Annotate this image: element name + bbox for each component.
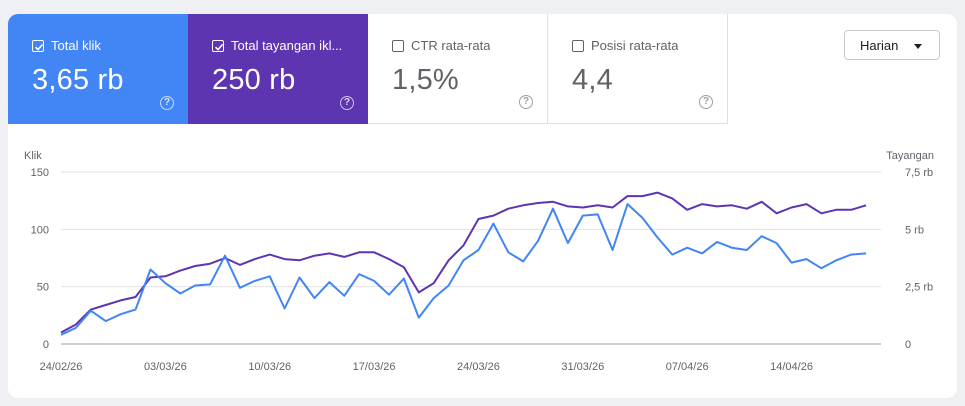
x-axis-tick-label: 31/03/26 xyxy=(561,361,604,373)
right-axis-tick-label: 0 xyxy=(905,339,911,351)
right-axis-tick-label: 7,5 rb xyxy=(905,167,933,179)
left-axis-tick-label: 150 xyxy=(31,167,49,179)
performance-card: Total klik 3,65 rb ? Total tayangan ikl.… xyxy=(8,14,957,398)
left-axis-tick-label: 0 xyxy=(43,339,49,351)
metric-tile-average-position[interactable]: Posisi rata-rata 4,4 ? xyxy=(548,14,728,124)
series-line-total-impressions xyxy=(60,191,867,334)
right-axis-tick-label: 5 rb xyxy=(905,224,924,236)
right-axis-title: Tayangan xyxy=(886,150,934,162)
help-icon[interactable]: ? xyxy=(519,95,533,109)
metric-tile-average-ctr[interactable]: CTR rata-rata 1,5% ? xyxy=(368,14,548,124)
metric-tiles: Total klik 3,65 rb ? Total tayangan ikl.… xyxy=(8,14,728,124)
series-line-total-clicks xyxy=(60,203,867,336)
chart-gridlines xyxy=(61,171,881,345)
period-dropdown-value: Harian xyxy=(860,37,899,53)
right-axis-tick-label: 2,5 rb xyxy=(905,282,933,294)
metric-value: 3,65 rb xyxy=(32,64,124,96)
checkbox-icon[interactable] xyxy=(392,39,404,52)
x-axis-tick-label: 03/03/26 xyxy=(144,361,187,373)
x-axis-tick-label: 24/03/26 xyxy=(457,361,500,373)
performance-chart: Klik Tayangan 0 50 100 150 0 2,5 rb 5 rb 7,5 r… xyxy=(24,150,934,373)
x-axis-tick-label: 14/04/26 xyxy=(770,361,813,373)
metric-value: 250 rb xyxy=(212,64,296,96)
left-axis-tick-label: 50 xyxy=(37,282,49,294)
checkbox-icon[interactable] xyxy=(32,39,44,52)
metric-value: 4,4 xyxy=(572,64,613,96)
left-axis-title: Klik xyxy=(24,150,42,162)
help-icon[interactable]: ? xyxy=(340,96,354,110)
checkbox-icon[interactable] xyxy=(572,39,584,52)
metric-tile-total-impressions[interactable]: Total tayangan ikl... 250 rb ? xyxy=(188,14,368,124)
metric-value: 1,5% xyxy=(392,64,459,96)
x-axis-tick-label: 07/04/26 xyxy=(666,361,709,373)
help-icon[interactable]: ? xyxy=(699,95,713,109)
x-axis-tick-label: 24/02/26 xyxy=(40,361,83,373)
left-axis-tick-label: 100 xyxy=(31,224,49,236)
checkbox-icon[interactable] xyxy=(212,39,224,52)
caret-down-icon xyxy=(914,44,922,49)
metric-tile-total-clicks[interactable]: Total klik 3,65 rb ? xyxy=(8,14,188,124)
help-icon[interactable]: ? xyxy=(160,96,174,110)
x-axis-tick-label: 10/03/26 xyxy=(248,361,291,373)
x-axis-tick-label: 17/03/26 xyxy=(353,361,396,373)
period-dropdown[interactable]: Harian xyxy=(844,30,940,60)
